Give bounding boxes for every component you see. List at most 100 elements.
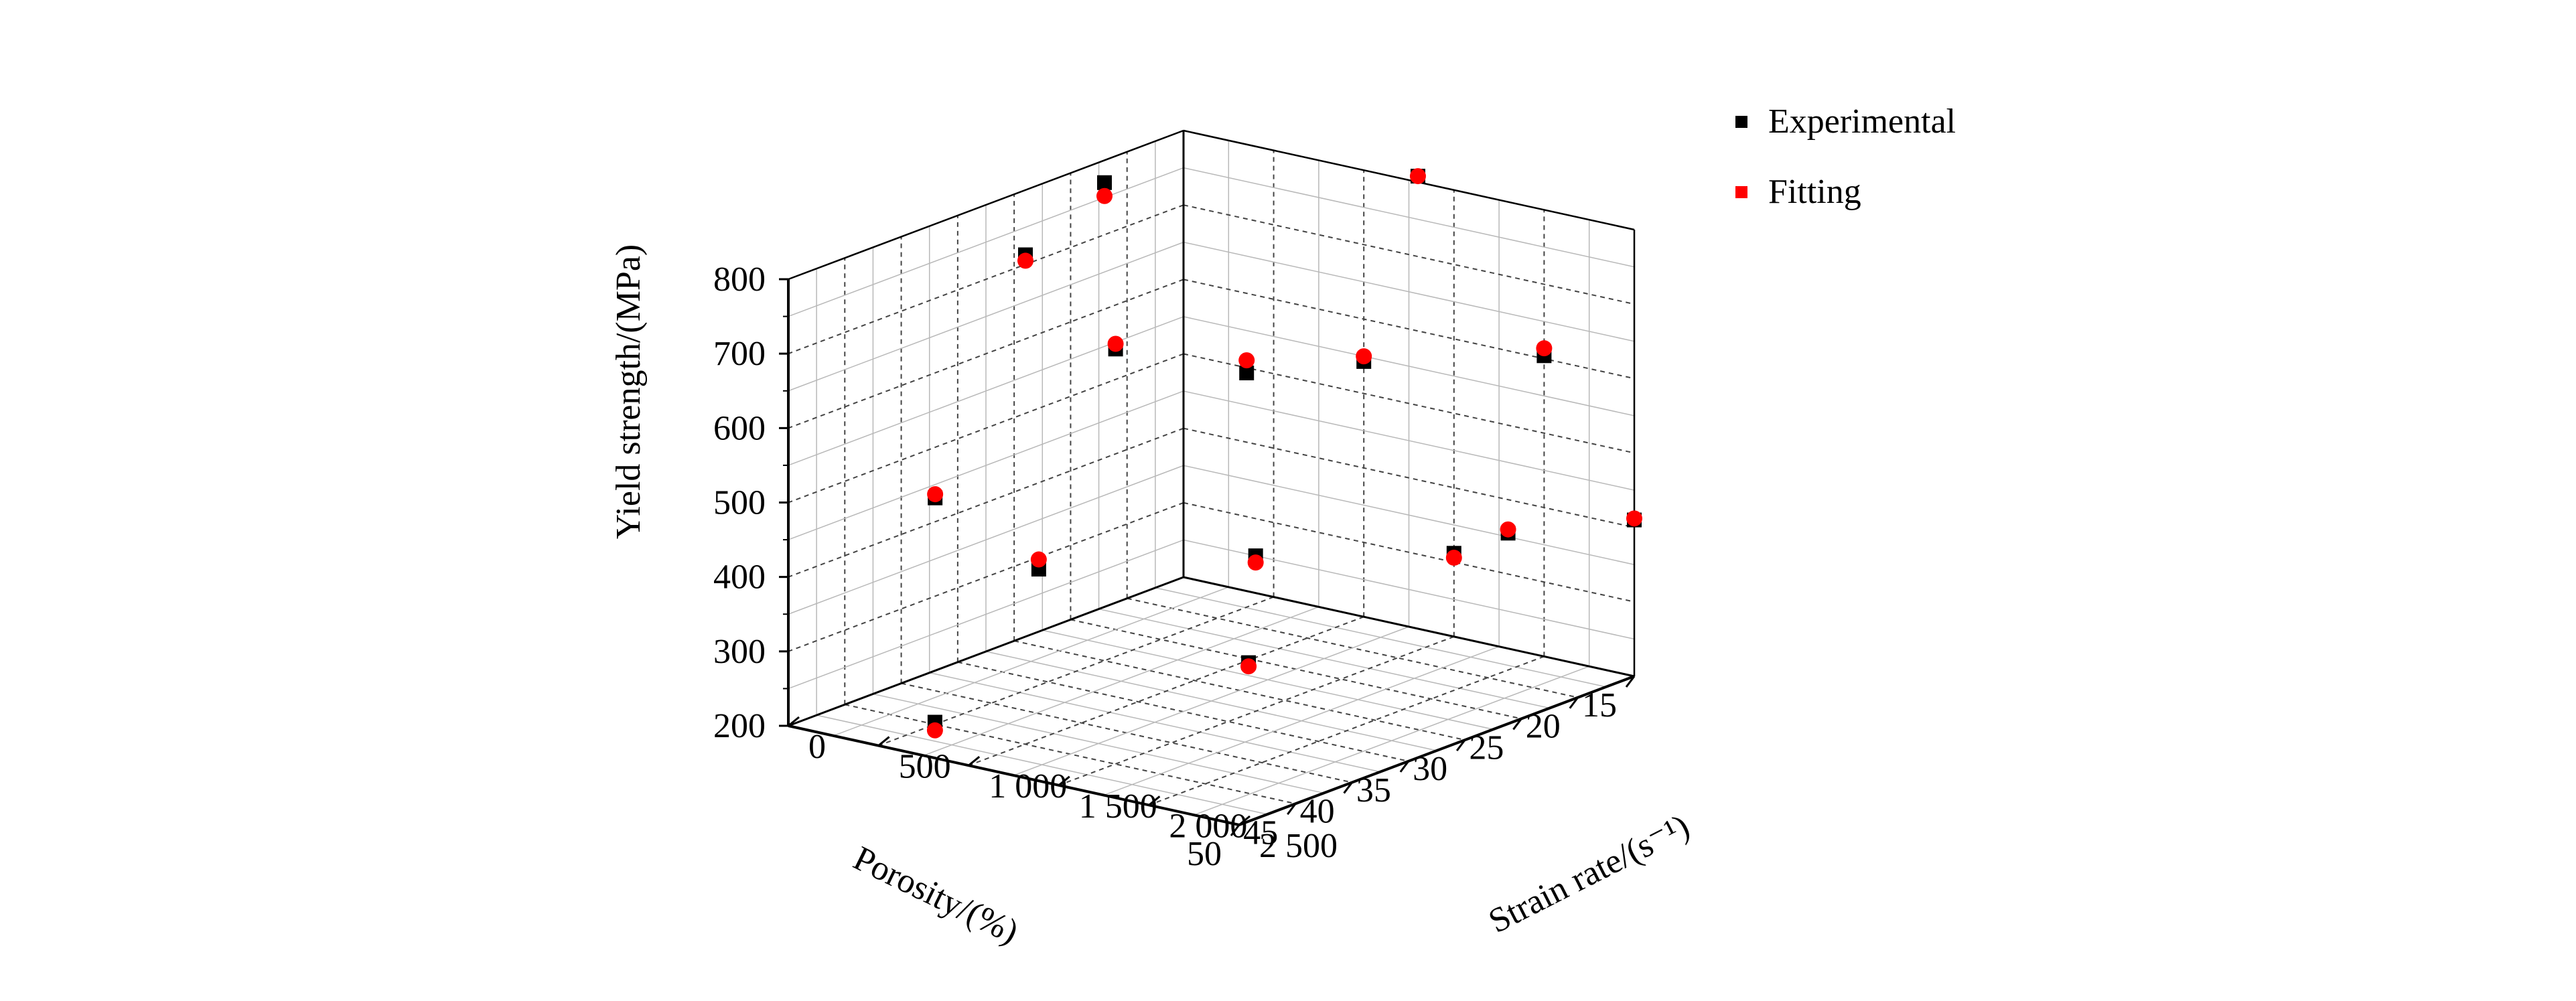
y-tick [877, 736, 890, 747]
data-points [926, 168, 1642, 739]
z-tick-label: 700 [713, 335, 766, 373]
fitting-point [1017, 252, 1033, 269]
legend-label-experimental: Experimental [1768, 102, 1956, 141]
x-tick [1343, 781, 1353, 794]
experimental-point [1239, 366, 1255, 381]
fitting-point [1107, 335, 1124, 352]
floor-grid-line [1013, 626, 1409, 776]
z-tick-label: 400 [713, 558, 766, 597]
left-wall-grid-line [788, 353, 1184, 504]
fitting-point [1445, 549, 1462, 566]
x-tick-label: 20 [1526, 708, 1561, 746]
x-tick-label: 35 [1356, 771, 1391, 810]
fitting-point [1500, 521, 1516, 538]
x-axis-label: Porosity/(%) [847, 839, 1024, 951]
right-wall-grid-line [1183, 390, 1635, 491]
y-tick [968, 756, 981, 767]
x-tick [1230, 824, 1240, 836]
floor-grid-line [833, 587, 1229, 737]
floor-grid-line [1058, 635, 1455, 786]
right-wall-grid-line [1183, 242, 1635, 342]
frame-edge [1183, 129, 1635, 231]
y-tick-label: 2 500 [1259, 827, 1338, 865]
legend-marker-fitting [1735, 186, 1747, 198]
floor-grid-line [1149, 656, 1545, 806]
x-axis-line [788, 724, 1240, 826]
floor-grid-line [878, 596, 1274, 747]
floor-grid-line [968, 616, 1364, 767]
z-tick-label: 800 [713, 260, 766, 299]
y-tick-label: 1 500 [1079, 787, 1157, 826]
axis-ticks [779, 278, 1636, 836]
fitting-point [1030, 551, 1047, 568]
x-tick [1625, 676, 1636, 688]
fitting-point [1240, 658, 1257, 675]
experimental-point [1097, 175, 1112, 190]
fitting-point [1356, 348, 1372, 365]
z-axis-label: Yield strength/(MPa) [610, 244, 648, 540]
frame-edge [788, 576, 1184, 727]
floor-grid-line [1103, 645, 1500, 796]
y-tick [1058, 775, 1070, 786]
fitting-point [1626, 510, 1642, 527]
legend-marker-experimental [1735, 116, 1747, 128]
x-tick-label: 30 [1413, 750, 1447, 788]
floor-grid-line [1194, 666, 1589, 816]
frame-edge [1183, 576, 1635, 678]
y-tick [788, 716, 800, 727]
right-wall-grid-line [1183, 427, 1635, 528]
right-wall-grid-line [1183, 279, 1635, 380]
z-tick-label: 300 [713, 633, 766, 671]
legend-label-fitting: Fitting [1768, 173, 1861, 211]
x-tick [1569, 696, 1579, 709]
right-wall-grid-line [1183, 167, 1635, 268]
z-tick-label: 500 [713, 484, 766, 522]
x-tick [1455, 739, 1466, 752]
frame-edge [788, 129, 1184, 281]
axis-frame [787, 129, 1636, 826]
x-tick [1399, 760, 1410, 773]
grid-lines [788, 130, 1635, 826]
x-tick-label: 40 [1300, 793, 1335, 831]
x-tick [1287, 803, 1297, 816]
y-tick-label: 500 [899, 748, 951, 786]
fitting-point [1536, 340, 1553, 357]
y-tick-label: 0 [808, 728, 826, 766]
fitting-point [1247, 554, 1264, 571]
right-wall-grid-line [1183, 353, 1635, 454]
left-wall-grid-line [788, 427, 1184, 578]
left-wall-grid-line [788, 539, 1184, 690]
fitting-point [1409, 168, 1426, 185]
left-wall-grid-line [788, 242, 1184, 392]
right-wall-grid-line [1183, 204, 1635, 305]
right-wall-grid-line [1183, 502, 1635, 603]
x-tick [1512, 718, 1522, 730]
y-tick [1148, 795, 1161, 806]
right-wall-grid-line [1183, 465, 1635, 565]
y-axis-line [1238, 675, 1635, 826]
y-tick-label: 2 000 [1169, 807, 1247, 845]
fitting-point [927, 486, 944, 503]
z-tick-label: 600 [713, 409, 766, 447]
z-tick-label: 200 [713, 707, 766, 745]
left-wall-grid-line [788, 502, 1184, 652]
floor-grid-line [923, 606, 1319, 757]
left-wall-grid-line [788, 465, 1184, 615]
right-wall-grid-line [1183, 316, 1635, 416]
y-tick-label: 1 000 [989, 767, 1067, 805]
tick-labels: 2003004005006007008001520253035404550050… [713, 260, 1617, 873]
fitting-point [926, 722, 943, 739]
left-wall-grid-line [788, 279, 1184, 429]
y-tick [1238, 815, 1250, 826]
fitting-point [1238, 352, 1255, 369]
left-wall-grid-line [788, 390, 1184, 540]
x-tick-label: 45 [1243, 814, 1278, 852]
fitting-point [1096, 187, 1113, 204]
x-tick-label: 25 [1469, 728, 1504, 767]
legend: Experimental Fitting [1735, 102, 1956, 211]
y-axis-label: Strain rate/(s⁻¹) [1483, 807, 1696, 941]
left-wall-grid-line [788, 167, 1184, 317]
x-tick-label: 50 [1187, 835, 1222, 873]
left-wall-grid-line [788, 204, 1184, 355]
